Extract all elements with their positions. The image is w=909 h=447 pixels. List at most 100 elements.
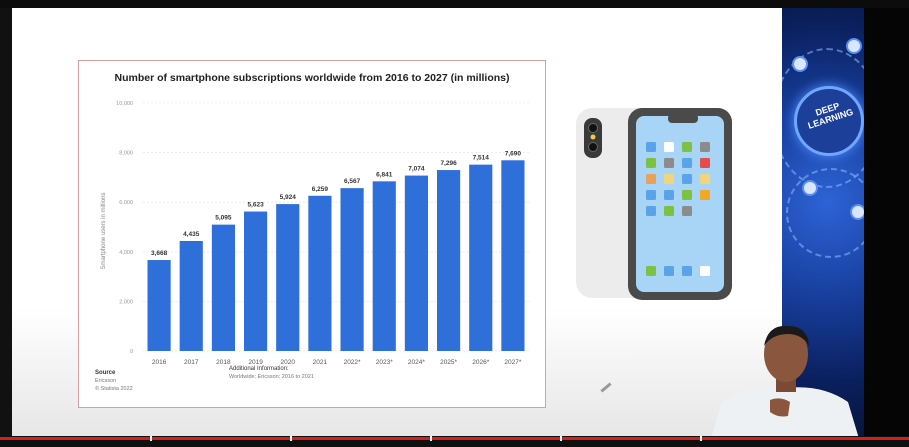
app-icon: [700, 174, 710, 184]
smartphone-illustration: [576, 108, 732, 300]
presenter-figure: [710, 325, 860, 442]
app-icon: [646, 206, 656, 216]
camera-flash-icon: [590, 134, 596, 140]
bar-value-label: 7,514: [473, 155, 490, 162]
bar: [276, 204, 300, 351]
chapter-marker: [150, 436, 152, 441]
bar-value-label: 6,567: [344, 178, 361, 185]
bar-value-label: 5,623: [247, 202, 264, 209]
bar-value-label: 7,690: [505, 150, 522, 157]
app-icon: [700, 142, 710, 152]
camera-lens-icon: [588, 142, 598, 152]
app-icon: [700, 158, 710, 168]
app-icon: [646, 142, 656, 152]
chart-title: Number of smartphone subscriptions world…: [115, 72, 510, 84]
bar-value-label: 5,924: [280, 194, 297, 201]
presenter-hair: [764, 325, 809, 346]
x-axis-ticks: 2016 2017 2018 2019 2020 2021 2022* 2023* 2024* 2…: [152, 359, 522, 366]
x-tick-label: 2021: [313, 359, 328, 366]
bar-value-label: 4,435: [183, 231, 200, 238]
network-node-icon: [792, 56, 808, 72]
app-icon: [664, 190, 674, 200]
bar-value-label: 3,668: [151, 250, 168, 257]
y-tick-label: 0: [130, 349, 133, 355]
bar: [340, 188, 364, 351]
grid-lines: [143, 102, 529, 352]
bar-value-label: 6,841: [376, 171, 393, 178]
value-labels: 3,668 4,435 5,095 5,623 5,924 6,259 6,567 6,841…: [151, 150, 521, 257]
x-tick-label: 2018: [216, 359, 231, 366]
app-icon-grid: [646, 142, 710, 276]
y-tick-label: 8,000: [119, 151, 133, 157]
x-tick-label: 2016: [152, 359, 167, 366]
bars: [147, 160, 525, 351]
presentation-slide: Number of smartphone subscriptions world…: [12, 8, 782, 440]
deep-learning-badge: [794, 86, 864, 156]
source-line-1: Ericsson: [95, 378, 116, 384]
chart-frame: Number of smartphone subscriptions world…: [78, 60, 546, 408]
x-tick-label: 2025*: [440, 359, 457, 366]
bar-chart: Number of smartphone subscriptions world…: [95, 72, 529, 392]
source-line-2: © Statista 2022: [95, 385, 133, 392]
app-icon: [646, 190, 656, 200]
bar-value-label: 7,074: [408, 166, 425, 173]
top-bar: [0, 0, 909, 8]
bar: [308, 195, 332, 351]
app-icon: [664, 158, 674, 168]
bar-value-label: 7,296: [440, 160, 457, 167]
chapter-marker: [430, 436, 432, 441]
app-icon: [664, 266, 674, 276]
app-icon: [646, 158, 656, 168]
bar: [501, 160, 525, 351]
y-tick-label: 4,000: [119, 250, 133, 256]
bar: [244, 211, 268, 351]
chapter-marker: [560, 436, 562, 441]
app-icon: [646, 266, 656, 276]
bar: [437, 170, 461, 351]
x-tick-label: 2027*: [504, 359, 521, 366]
network-node-icon: [846, 38, 862, 54]
bar: [179, 241, 203, 351]
bar: [372, 181, 396, 351]
bar-value-label: 5,095: [215, 215, 232, 222]
video-progress-bar[interactable]: [0, 437, 909, 440]
x-tick-label: 2023*: [376, 359, 393, 366]
bar: [147, 260, 171, 351]
y-axis-ticks: 0 2,000 4,000 6,000 8,000 10,000: [116, 101, 133, 355]
x-tick-label: 2019: [248, 359, 263, 366]
x-tick-label: 2024*: [408, 359, 425, 366]
app-icon: [664, 174, 674, 184]
orbit-ring: [786, 168, 864, 258]
x-tick-label: 2022*: [344, 359, 361, 366]
bar-value-label: 6,259: [312, 186, 329, 193]
phone-notch: [668, 114, 698, 123]
chapter-marker: [290, 436, 292, 441]
app-icon: [682, 142, 692, 152]
additional-info-heading: Additional Information:: [229, 366, 289, 372]
app-icon: [682, 266, 692, 276]
y-tick-label: 10,000: [116, 101, 133, 107]
presenter-hand: [770, 398, 790, 417]
y-axis-label: Smartphone users in millions: [101, 192, 107, 269]
x-tick-label: 2017: [184, 359, 199, 366]
x-tick-label: 2020: [281, 359, 296, 366]
app-icon: [682, 174, 692, 184]
presenter-head: [764, 326, 808, 382]
app-icon: [700, 266, 710, 276]
network-node-icon: [850, 204, 864, 220]
x-tick-label: 2026*: [472, 359, 489, 366]
video-bottom-bar: [0, 436, 909, 447]
app-icon: [682, 190, 692, 200]
source-heading: Source: [95, 370, 116, 376]
right-letterbox: [864, 8, 909, 440]
camera-lens-icon: [588, 123, 598, 133]
additional-info-text: Worldwide; Ericsson; 2016 to 2021: [229, 374, 314, 380]
y-tick-label: 2,000: [119, 299, 133, 305]
app-icon: [664, 142, 674, 152]
app-icon: [646, 174, 656, 184]
app-icon: [700, 190, 710, 200]
app-icon: [682, 158, 692, 168]
bar: [211, 224, 235, 351]
app-icon: [664, 206, 674, 216]
